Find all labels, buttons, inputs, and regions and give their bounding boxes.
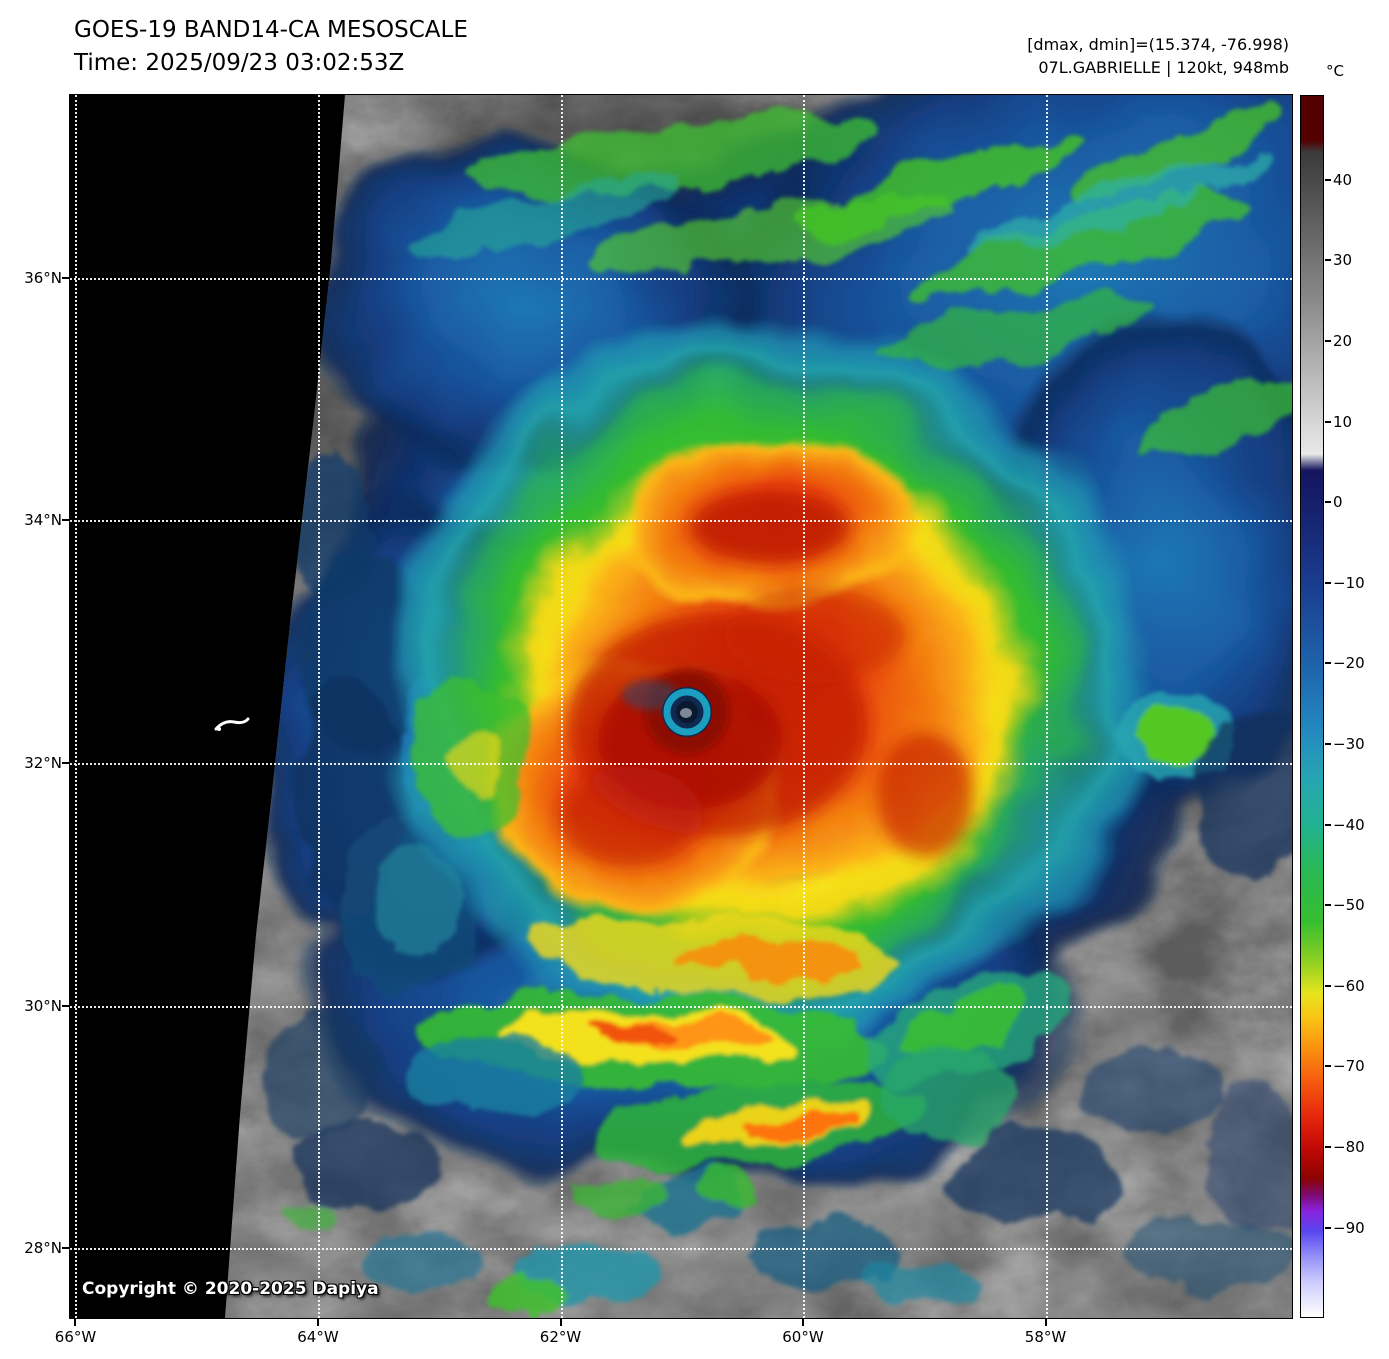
colorbar-tick-mark [1325, 904, 1331, 907]
gridline-latitude [70, 520, 1292, 523]
gridline-latitude [70, 277, 1292, 280]
lat-tick-label: 30°N [24, 996, 62, 1015]
colorbar-unit-label: °C [1326, 62, 1344, 80]
lon-tick-label: 62°W [539, 1328, 582, 1346]
colorbar-tick-label: −90 [1333, 1218, 1365, 1237]
colorbar-tick-mark [1325, 984, 1331, 987]
gridline-longitude [560, 95, 563, 1318]
colorbar-tick-mark [1325, 581, 1331, 584]
colorbar-tick-mark [1325, 501, 1331, 504]
colorbar-tick-label: 20 [1333, 331, 1353, 350]
gridline-longitude [1045, 95, 1048, 1318]
gridline-longitude [317, 95, 320, 1318]
colorbar-tick-mark [1325, 742, 1331, 745]
gridline-latitude [70, 1005, 1292, 1008]
gridline-latitude [70, 763, 1292, 765]
satellite-map: Copyright © 2020-2025 Dapiya [69, 94, 1293, 1319]
header-left: GOES-19 BAND14-CA MESOSCALE Time: 2025/0… [74, 14, 468, 79]
colorbar-tick-label: −30 [1333, 734, 1365, 753]
colorbar-tick-label: 0 [1333, 493, 1343, 512]
lat-tick-mark [62, 1004, 70, 1007]
colorbar-tick-mark [1325, 1065, 1331, 1068]
gridline-longitude [75, 95, 78, 1318]
colorbar-tick-mark [1325, 662, 1331, 665]
lon-tick-mark [559, 1319, 562, 1326]
header-right: [dmax, dmin]=(15.374, -76.998) 07L.GABRI… [1027, 33, 1289, 79]
copyright-watermark: Copyright © 2020-2025 Dapiya [82, 1279, 379, 1299]
outflow-bands [414, 106, 1292, 456]
bermuda-coastline [214, 717, 250, 731]
dmax-dmin-readout: [dmax, dmin]=(15.374, -76.998) [1027, 35, 1289, 54]
scan-sector [225, 95, 1292, 1318]
hurricane-eye [622, 670, 729, 754]
colorbar-tick-label: −40 [1333, 815, 1365, 834]
colorbar-tick-mark [1325, 420, 1331, 423]
colorbar-tick-label: −10 [1333, 573, 1365, 592]
satellite-image [70, 95, 1292, 1318]
lon-tick-mark [1044, 1319, 1047, 1326]
lon-tick-mark [316, 1319, 319, 1326]
spiral-rainbands [415, 677, 1077, 1169]
lon-tick-label: 66°W [54, 1328, 97, 1346]
lon-tick-mark [801, 1319, 804, 1326]
lat-tick-mark [62, 519, 70, 522]
storm-info: 07L.GABRIELLE | 120kt, 948mb [1038, 58, 1289, 78]
lat-tick-label: 34°N [24, 511, 62, 530]
lat-tick-label: 28°N [24, 1239, 62, 1258]
lat-tick-mark [62, 762, 70, 764]
lat-tick-label: 32°N [24, 754, 62, 772]
colorbar-tick-label: 10 [1333, 412, 1353, 431]
timestamp: Time: 2025/09/23 03:02:53Z [74, 49, 405, 76]
colorbar-tick-mark [1325, 823, 1331, 826]
colorbar-tick-mark [1325, 1146, 1331, 1149]
colorbar-tick-label: −80 [1333, 1138, 1365, 1157]
lon-tick-label: 64°W [297, 1328, 339, 1346]
colorbar-tick-label: 30 [1333, 251, 1353, 270]
colorbar-tick-label: −60 [1333, 976, 1365, 995]
colorbar-tick-mark [1325, 259, 1331, 262]
colorbar-tick-mark [1325, 339, 1331, 342]
colorbar-tick-label: −50 [1333, 896, 1365, 915]
lon-tick-mark [74, 1319, 77, 1326]
colorbar-tick-mark [1325, 178, 1331, 181]
colorbar-tick-label: −70 [1333, 1057, 1365, 1076]
east-cloud-patches [1080, 695, 1292, 1230]
colorbar-tick-mark [1325, 1226, 1331, 1229]
lat-tick-mark [62, 276, 70, 279]
colorbar-tick-label: 40 [1333, 170, 1353, 189]
lat-tick-label: 36°N [24, 268, 62, 287]
gridline-longitude [802, 95, 805, 1318]
colorbar-gradient [1301, 96, 1323, 1317]
scattered-convection [278, 1035, 1290, 1311]
gridline-latitude [70, 1248, 1292, 1251]
page-title: GOES-19 BAND14-CA MESOSCALE [74, 17, 468, 43]
colorbar [1300, 95, 1324, 1318]
lon-tick-label: 58°W [1024, 1328, 1067, 1346]
lat-tick-mark [62, 1247, 70, 1250]
colorbar-tick-label: −20 [1333, 654, 1365, 673]
lon-tick-label: 60°W [782, 1328, 824, 1346]
